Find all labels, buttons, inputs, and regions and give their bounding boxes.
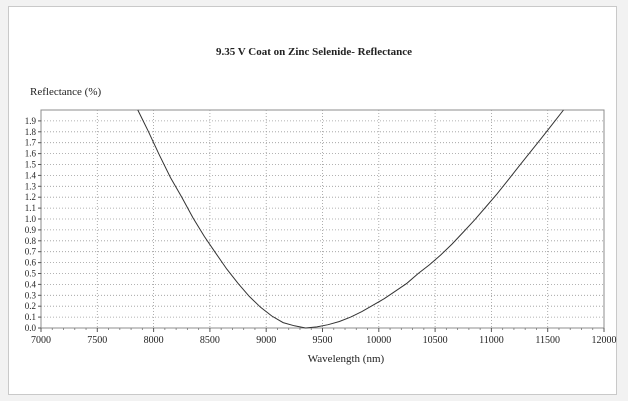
x-tick-label: 8000 [144, 335, 164, 346]
y-tick-label: 1.2 [25, 192, 36, 202]
y-tick-label: 0.2 [25, 301, 36, 311]
y-tick-label: 0.6 [25, 258, 37, 268]
y-tick-label: 1.6 [25, 149, 37, 159]
reflectance-curve [137, 109, 564, 329]
y-tick-label: 1.0 [25, 214, 37, 224]
y-tick-label: 0.7 [25, 247, 37, 257]
x-tick-label: 8500 [200, 335, 220, 346]
y-tick-label: 1.3 [25, 181, 37, 191]
y-tick-label: 1.7 [25, 138, 37, 148]
x-axis-label: Wavelength (nm) [307, 353, 385, 365]
y-tick-label: 0.0 [25, 323, 37, 333]
y-tick-label: 1.5 [25, 160, 37, 170]
x-tick-label: 10000 [366, 335, 391, 346]
y-tick-label: 0.1 [25, 312, 36, 322]
y-tick-label: 1.9 [25, 116, 37, 126]
y-tick-label: 0.5 [25, 269, 37, 279]
y-tick-label: 1.4 [25, 170, 37, 180]
x-tick-label: 11000 [479, 335, 504, 346]
y-tick-label: 1.1 [25, 203, 36, 213]
y-tick-label: 0.3 [25, 290, 37, 300]
x-tick-label: 7500 [87, 335, 107, 346]
x-tick-label: 10500 [423, 335, 448, 346]
x-tick-label: 9000 [256, 335, 276, 346]
x-tick-label: 9500 [313, 335, 333, 346]
y-tick-label: 1.8 [25, 127, 37, 137]
chart-frame [8, 6, 617, 395]
y-tick-label: 0.9 [25, 225, 37, 235]
y-axis-label: Reflectance (%) [30, 86, 102, 98]
x-tick-label: 11500 [535, 335, 560, 346]
x-tick-label: 12000 [592, 335, 617, 346]
y-tick-label: 0.4 [25, 279, 37, 289]
y-tick-label: 0.8 [25, 236, 37, 246]
x-tick-label: 7000 [31, 335, 51, 346]
chart-title: 9.35 V Coat on Zinc Selenide- Reflectanc… [215, 46, 413, 58]
